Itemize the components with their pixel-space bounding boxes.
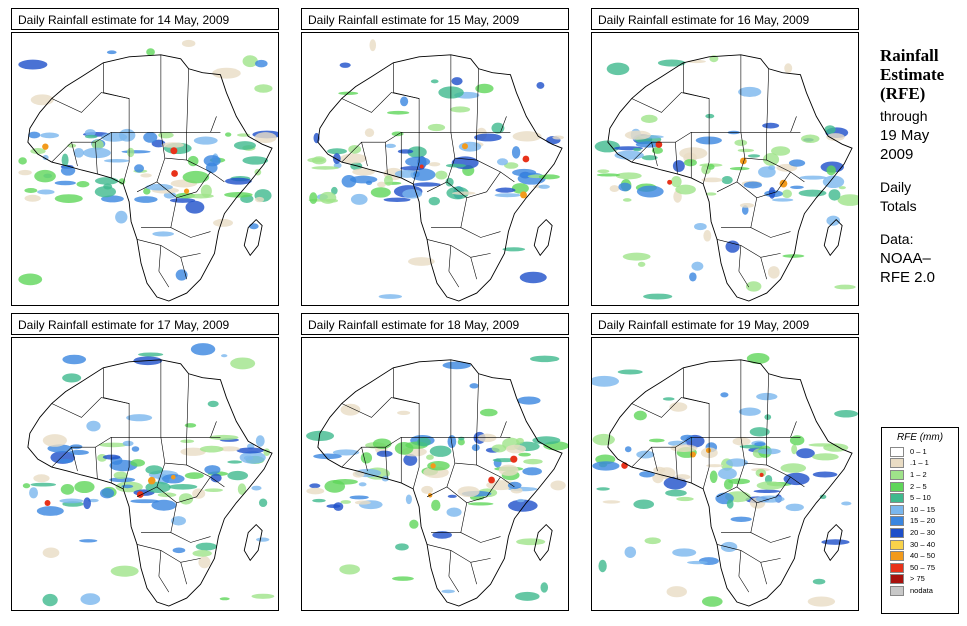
source-line1: NOAA– [880,250,931,267]
country-borders [341,359,515,593]
legend-label: 20 – 30 [910,527,936,537]
madagascar-outline [243,218,263,257]
legend-swatch [890,504,904,515]
country-borders [341,54,515,288]
rainfall-map [11,337,279,611]
rainfall-map [301,32,569,306]
legend-swatch [890,574,904,585]
legend-item: 0 – 1 [882,446,958,458]
legend-swatch [890,562,904,573]
madagascar-outline [533,523,553,562]
madagascar-outline [243,523,263,562]
africa-coastline [607,54,853,302]
rainfall-map [301,337,569,611]
legend-item: 50 – 75 [882,562,958,574]
legend-item: 5 – 10 [882,492,958,504]
africa-coastline [27,359,273,607]
legend-item: > 75 [882,574,958,586]
rainfall-map [11,32,279,306]
legend-label: 40 – 50 [910,551,936,561]
data-label: Data: [880,231,914,247]
legend-item: nodata [882,585,958,597]
africa-coastline [317,359,563,607]
legend-label: 0 – 1 [910,446,927,456]
madagascar-outline [533,218,553,257]
rfe-title-line2: Estimate [880,65,945,84]
legend-swatch [890,516,904,527]
legend-item: 10 – 15 [882,504,958,516]
map-panel-15-may: Daily Rainfall estimate for 15 May, 2009 [301,8,571,306]
rainfall-cells [22,343,275,607]
legend-label: 2 – 5 [910,481,927,491]
legend-swatch [890,458,904,469]
rfe-title-line3: (RFE) [880,84,926,103]
legend-label: > 75 [910,574,925,584]
map-panel-14-may: Daily Rainfall estimate for 14 May, 2009 [11,8,281,306]
legend-swatch [890,493,904,504]
panel-title: Daily Rainfall estimate for 16 May, 2009 [591,8,859,30]
legend-swatch [890,551,904,562]
map-panel-19-may: Daily Rainfall estimate for 19 May, 2009 [591,313,861,611]
rfe-title-line1: Rainfall [880,46,939,65]
madagascar-outline [823,218,843,257]
source-line2: RFE 2.0 [880,269,936,286]
legend-swatch [890,585,904,596]
rainfall-cells [594,55,858,300]
africa-coastline [607,359,853,607]
through-label: through [880,108,928,124]
legend-item: 30 – 40 [882,539,958,551]
africa-coastline [317,54,563,302]
legend-label: 5 – 10 [910,493,931,503]
legend-label: 10 – 15 [910,504,936,514]
legend-swatch [890,527,904,538]
country-borders [51,359,225,593]
madagascar-outline [823,523,843,562]
map-panel-17-may: Daily Rainfall estimate for 17 May, 2009 [11,313,281,611]
map-panel-16-may: Daily Rainfall estimate for 16 May, 2009 [591,8,861,306]
rainfall-cells [306,355,568,601]
legend-item: 20 – 30 [882,527,958,539]
date-line2: 2009 [880,146,914,163]
legend-item: 1 – 2 [882,469,958,481]
map-panel-18-may: Daily Rainfall estimate for 18 May, 2009 [301,313,571,611]
africa-coastline [27,54,273,302]
country-borders [51,54,225,288]
legend-label: 50 – 75 [910,562,936,572]
legend-swatch [890,446,904,457]
panel-title: Daily Rainfall estimate for 17 May, 2009 [11,313,279,335]
legend-label: 30 – 40 [910,539,936,549]
rainfall-map [591,32,859,306]
rainfall-cells [307,39,565,299]
rainfall-map [591,337,859,611]
side-annotation: Rainfall Estimate (RFE) through 19 May 2… [880,46,966,287]
daily-label: Daily [880,179,912,195]
legend-item: .1 – 1 [882,458,958,470]
date-line1: 19 May [880,127,930,144]
panel-title: Daily Rainfall estimate for 18 May, 2009 [301,313,569,335]
rainfall-cells [18,39,278,286]
legend-label: 15 – 20 [910,516,936,526]
rainfall-cells [592,353,858,607]
country-borders [631,54,805,288]
legend-swatch [890,469,904,480]
panel-title: Daily Rainfall estimate for 19 May, 2009 [591,313,859,335]
legend-label: nodata [910,585,933,595]
legend-swatch [890,539,904,550]
legend-item: 2 – 5 [882,481,958,493]
totals-label: Totals [880,198,917,214]
panel-title: Daily Rainfall estimate for 15 May, 2009 [301,8,569,30]
panel-title: Daily Rainfall estimate for 14 May, 2009 [11,8,279,30]
legend-item: 40 – 50 [882,550,958,562]
legend-swatch [890,481,904,492]
legend-label: .1 – 1 [910,458,929,468]
country-borders [631,359,805,593]
legend-label: 1 – 2 [910,469,927,479]
legend-title: RFE (mm) [896,432,944,443]
legend-item: 15 – 20 [882,516,958,528]
